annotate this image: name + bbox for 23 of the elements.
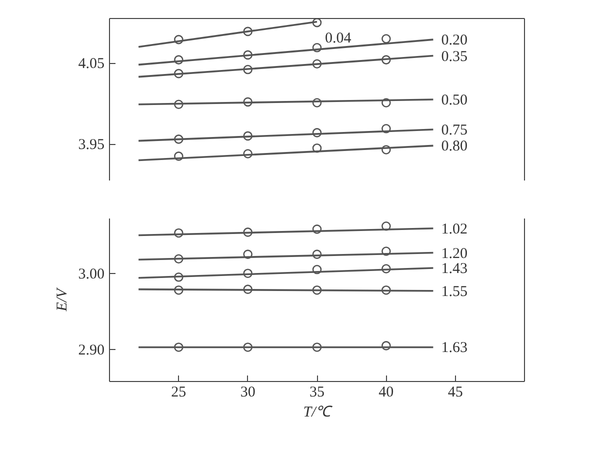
series-label: 0.04 — [325, 30, 352, 47]
series-label: 1.63 — [441, 340, 468, 356]
series-label: 0.20 — [441, 32, 468, 49]
series-label: 0.35 — [441, 48, 468, 65]
y-axis-title: E/V — [54, 286, 70, 312]
series-label: 0.80 — [441, 138, 468, 155]
series-label: 1.43 — [441, 261, 468, 278]
series-label: 0.75 — [441, 122, 468, 138]
x-tick-label: 40 — [378, 384, 394, 400]
x-axis-title: T/℃ — [303, 404, 334, 420]
series-label: 1.02 — [441, 221, 468, 238]
x-tick-label: 45 — [448, 384, 463, 400]
x-tick-label: 35 — [310, 384, 324, 400]
series-label: 1.55 — [441, 284, 468, 300]
series-label: 1.20 — [441, 246, 468, 262]
y-tick-label: 4.05 — [78, 56, 104, 72]
y-tick-label: 3.00 — [78, 266, 104, 282]
point — [382, 34, 391, 44]
y-tick-label: 2.90 — [78, 342, 104, 359]
series-label: 0.50 — [441, 92, 468, 108]
y-tick-label: 3.95 — [78, 137, 104, 154]
x-tick-label: 25 — [171, 384, 186, 400]
x-tick-label: 30 — [240, 384, 256, 400]
